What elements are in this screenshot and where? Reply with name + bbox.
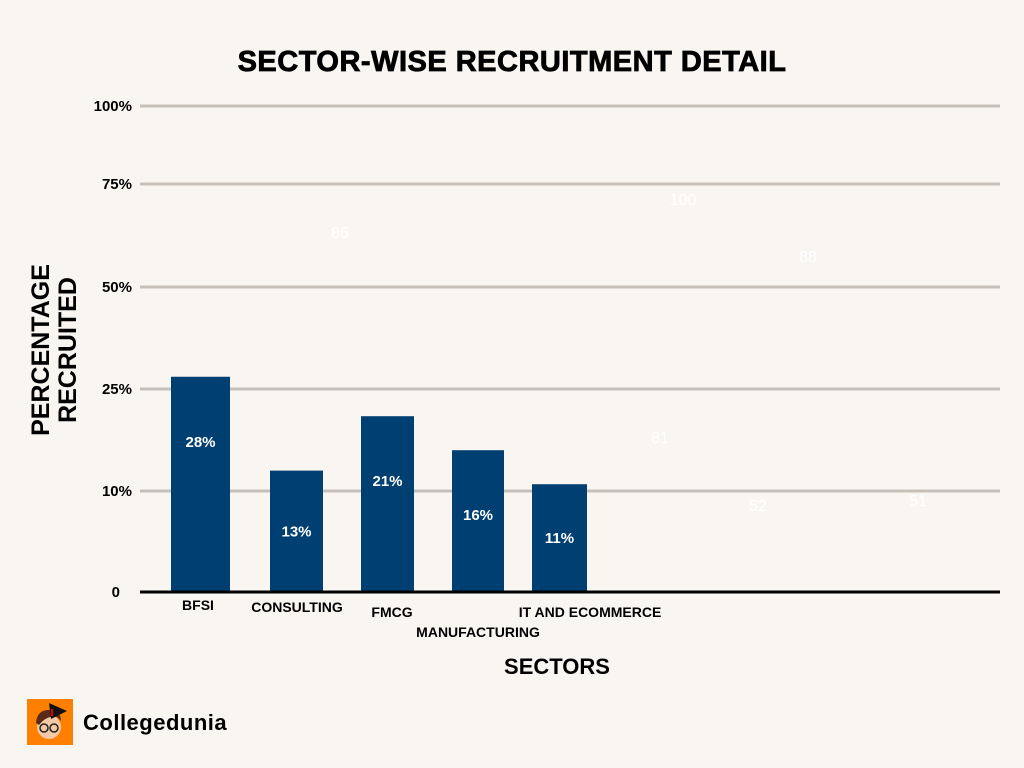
bar	[452, 450, 504, 592]
faint-label: 51	[909, 493, 927, 510]
data-label: 28%	[185, 434, 215, 451]
x-tick-label: BFSI	[182, 597, 214, 613]
y-tick-label: 75%	[102, 176, 132, 193]
collegedunia-logo	[27, 699, 73, 745]
data-label: 11%	[545, 530, 574, 547]
x-axis-label: SECTORS	[504, 654, 610, 679]
y-tick-label: 0	[112, 584, 120, 601]
faint-label: 52	[749, 498, 767, 515]
x-tick-label: CONSULTING	[251, 599, 343, 615]
faint-label: 86	[331, 225, 349, 242]
data-label: 13%	[281, 523, 311, 540]
chart-title: SECTOR-WISE RECRUITMENT DETAIL	[237, 46, 787, 79]
y-tick-label: 25%	[102, 381, 132, 398]
x-tick-label: IT AND ECOMMERCE	[519, 604, 662, 620]
faint-label: 88	[799, 249, 817, 266]
x-tick-label: MANUFACTURING	[416, 624, 540, 640]
y-tick-label: 100%	[94, 98, 132, 115]
faint-label: 100	[670, 192, 697, 209]
bar	[270, 470, 323, 592]
x-tick-label: FMCG	[371, 604, 412, 620]
bar	[361, 416, 414, 592]
y-tick-label: 10%	[102, 483, 132, 500]
faint-label: 81	[651, 430, 669, 447]
bar	[171, 376, 230, 592]
data-label: 21%	[372, 473, 402, 490]
y-tick-label: 50%	[102, 279, 132, 296]
brand-name: Collegedunia	[83, 710, 228, 735]
data-label: 16%	[463, 507, 493, 524]
mascot-icon	[36, 703, 67, 739]
bar	[532, 484, 587, 592]
